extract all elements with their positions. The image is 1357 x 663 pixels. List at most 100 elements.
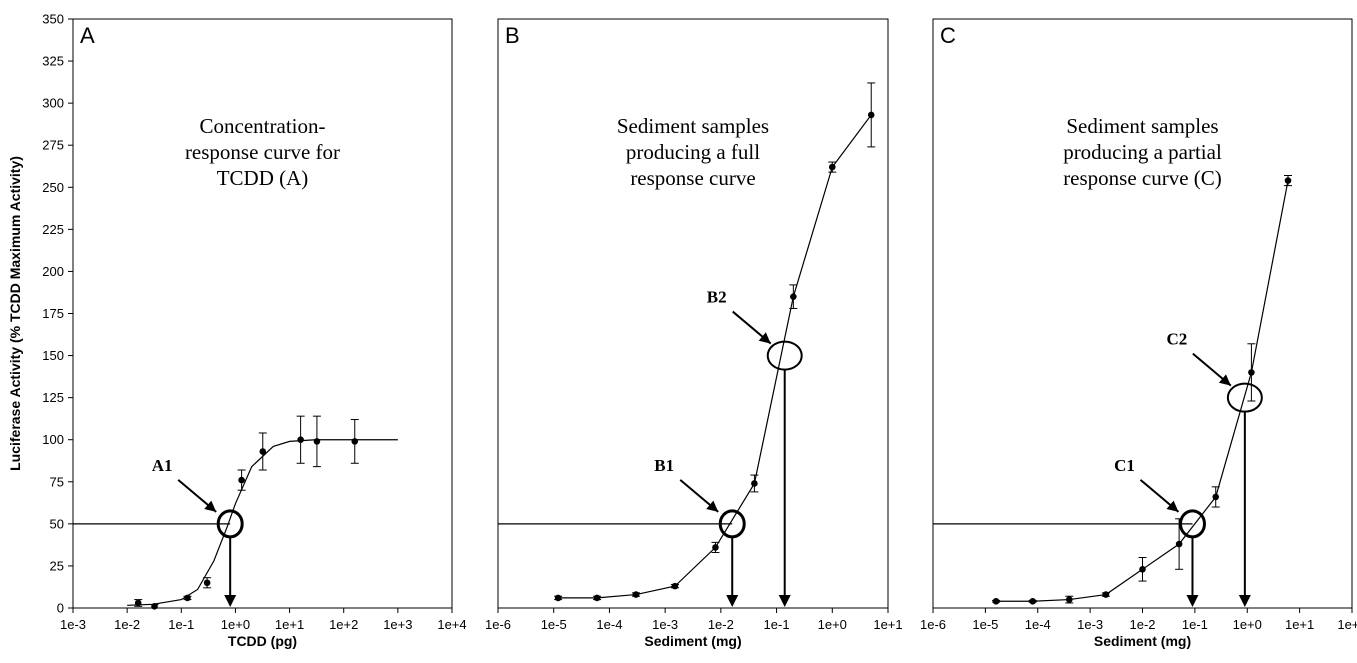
data-point	[134, 599, 142, 607]
x-axis-title: Sediment (mg)	[1094, 633, 1191, 649]
x-tick-label: 1e-4	[1025, 617, 1051, 632]
data-point	[1065, 596, 1073, 603]
y-tick-label: 175	[42, 306, 64, 321]
data-point	[351, 438, 359, 445]
panel-label: B	[505, 23, 520, 48]
plot-frame	[72, 18, 453, 609]
x-tick-label: 1e-3	[652, 617, 678, 632]
drop-arrow-head	[778, 595, 791, 607]
x-tick-label: 1e-1	[764, 617, 790, 632]
drop-arrow-head	[1186, 595, 1199, 607]
y-tick-label: 275	[42, 138, 64, 153]
pointer-arrow-head	[706, 500, 719, 512]
reference-point-label: C1	[1114, 456, 1135, 475]
data-point	[1029, 597, 1036, 605]
x-tick-label: 1e-3	[60, 617, 86, 632]
data-point	[203, 579, 211, 587]
y-axis: 0 25 50 75 100 125 150 175 200 225 250 275 300 325 350	[42, 12, 74, 616]
y-tick-label: 150	[42, 348, 64, 363]
y-tick-label: 50	[50, 516, 64, 531]
x-tick-label: 1e+4	[437, 617, 466, 632]
reference-circle	[766, 340, 803, 371]
y-tick-label: 25	[50, 558, 64, 573]
panel-label: C	[940, 23, 956, 48]
x-tick-label: 1e+1	[873, 617, 902, 632]
data-point	[1139, 565, 1146, 573]
y-tick-label: 250	[42, 180, 64, 195]
y-tick-label: 0	[57, 601, 64, 616]
data-point	[712, 544, 719, 551]
x-tick-label: 1e-2	[1129, 617, 1155, 632]
x-tick-label: 1e-2	[114, 617, 140, 632]
drop-arrow-head	[726, 595, 739, 607]
data-point	[1102, 591, 1110, 598]
panel-annotation-line: response curve	[630, 166, 755, 190]
panel-annotation-line: producing a partial	[1063, 140, 1222, 164]
data-point	[1175, 540, 1183, 548]
y-tick-label: 350	[42, 12, 64, 27]
panel-annotation-line: response curve (C)	[1063, 166, 1222, 190]
data-point	[751, 480, 758, 487]
y-tick-label: 125	[42, 390, 64, 405]
x-tick-label: 1e+1	[275, 617, 304, 632]
reference-point-label: B2	[707, 288, 727, 307]
data-point	[828, 163, 836, 171]
x-tick-label: 1e-6	[485, 617, 511, 632]
data-point	[1212, 493, 1220, 501]
y-tick-label: 300	[42, 96, 64, 111]
drop-arrow-head	[1238, 595, 1251, 607]
reference-circle	[1226, 382, 1263, 413]
panel-annotation-line: Sediment samples	[617, 114, 769, 138]
x-tick-label: 1e-3	[1077, 617, 1103, 632]
x-tick-label: 1e+0	[1233, 617, 1262, 632]
data-point	[238, 476, 245, 484]
x-tick-label: 1e-5	[541, 617, 567, 632]
y-axis-title: Luciferase Activity (% TCDD Maximum Acti…	[7, 156, 23, 471]
x-tick-label: 1e+3	[383, 617, 412, 632]
reference-point-label: A1	[152, 456, 173, 475]
y-tick-label: 75	[50, 474, 64, 489]
reference-point-label: B1	[654, 456, 674, 475]
panel-c: 1e-6 1e-5 1e-4 1e-3 1e-2 1e-1 1e+0 1e+1 1e+2 Sedi…	[920, 18, 1357, 649]
x-tick-label: 1e+2	[329, 617, 358, 632]
data-point	[313, 438, 321, 445]
x-tick-label: 1e-4	[596, 617, 622, 632]
data-point	[297, 436, 304, 444]
pointer-arrow-head	[204, 500, 217, 512]
pointer-arrow-head	[758, 332, 771, 344]
panel-label: A	[80, 23, 95, 48]
data-point	[671, 582, 679, 590]
data-point	[151, 603, 158, 610]
data-point	[632, 591, 640, 598]
panel-annotation-line: TCDD (A)	[217, 166, 309, 190]
x-tick-label: 1e-6	[920, 617, 946, 632]
x-axis-title: TCDD (pg)	[228, 633, 297, 649]
plot-frame	[932, 18, 1353, 609]
panel-annotation-line: Sediment samples	[1066, 114, 1218, 138]
reference-point-label: C2	[1166, 330, 1187, 349]
pointer-arrow-head	[1166, 500, 1179, 512]
panel-annotation-line: producing a full	[626, 140, 760, 164]
panel-annotation-line: Concentration-	[200, 114, 326, 138]
x-tick-label: 1e-5	[972, 617, 998, 632]
x-tick-label: 1e+0	[221, 617, 250, 632]
data-point	[259, 448, 267, 455]
data-point	[184, 594, 191, 602]
data-point	[593, 594, 601, 602]
y-tick-label: 200	[42, 264, 64, 279]
panel-b: 1e-6 1e-5 1e-4 1e-3 1e-2 1e-1 1e+0 1e+1 Sediment…	[485, 18, 903, 649]
data-point	[867, 111, 875, 119]
panel-a: 1e-3 1e-2 1e-1 1e+0 1e+1 1e+2 1e+3 1e+4 TCDD (pg…	[60, 18, 467, 649]
panel-annotation-line: response curve for	[185, 140, 340, 164]
plot-frame	[497, 18, 889, 609]
y-tick-label: 100	[42, 432, 64, 447]
x-axis-title: Sediment (mg)	[644, 633, 741, 649]
x-tick-label: 1e-1	[168, 617, 194, 632]
data-point	[992, 597, 1000, 605]
x-tick-label: 1e+2	[1337, 617, 1357, 632]
x-tick-label: 1e-1	[1182, 617, 1208, 632]
data-point	[554, 594, 562, 602]
x-tick-label: 1e+0	[818, 617, 847, 632]
data-point	[1284, 177, 1292, 184]
